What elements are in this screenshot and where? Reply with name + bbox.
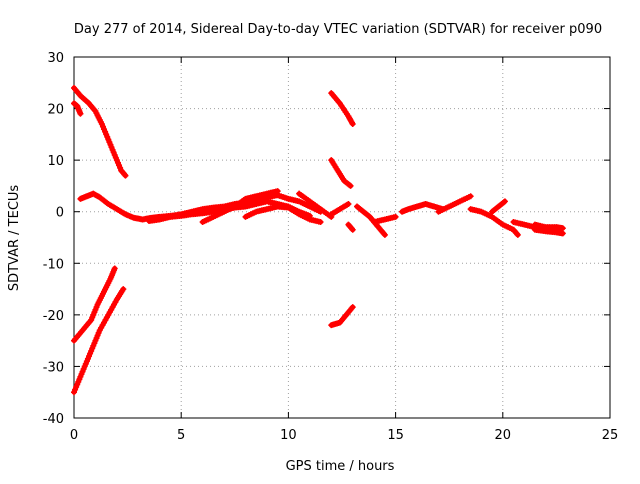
x-axis-label: GPS time / hours: [286, 459, 395, 474]
data-point: [349, 121, 356, 128]
data-point: [346, 182, 353, 189]
series-arc-12-lower: [328, 304, 356, 329]
series-central-band-d: [242, 203, 324, 226]
data-point: [501, 198, 508, 205]
tick-layer: 0 5 10 15 20 25 -40 -30 -20 -10 0 10 20 30: [43, 51, 619, 443]
y-tick-label: 0: [56, 206, 64, 221]
data-point: [381, 231, 388, 238]
x-tick-label: 15: [387, 428, 404, 443]
data-point: [347, 182, 354, 189]
x-tick-label: 10: [280, 428, 297, 443]
series-arc-12-dip: [345, 221, 356, 233]
y-axis-label: SDTVAR / TECUs: [7, 185, 22, 292]
series-band-14-dash: [371, 213, 399, 226]
data-point: [77, 110, 84, 117]
series-arc-lower-2: [71, 286, 127, 396]
series-band-18-20: [467, 206, 521, 238]
grid-layer: [74, 57, 610, 418]
data-point: [559, 230, 566, 237]
series-arc-upper-short: [71, 100, 84, 117]
data-point: [514, 231, 521, 238]
y-tick-label: -40: [43, 412, 64, 427]
y-tick-label: -20: [43, 309, 64, 324]
data-point: [349, 304, 356, 311]
data-point: [559, 225, 566, 232]
series-band-22-23b: [531, 221, 566, 232]
y-tick-label: 30: [47, 51, 64, 66]
series-band-15-17: [399, 200, 446, 215]
series-arc-12-mid: [328, 157, 354, 189]
y-tick-label: 10: [47, 154, 64, 169]
data-point: [345, 200, 352, 207]
data-point: [111, 265, 118, 272]
data-point: [274, 188, 281, 195]
series-arc-12-upper: [328, 90, 356, 128]
series-band-19-20b: [489, 198, 508, 215]
data-layer: [71, 84, 566, 396]
y-tick-label: -30: [43, 360, 64, 375]
y-tick-label: -10: [43, 257, 64, 272]
series-band-22-23: [531, 226, 566, 237]
x-tick-label: 25: [602, 428, 619, 443]
data-point: [122, 172, 129, 179]
series-arc-lower-1: [71, 265, 118, 344]
x-tick-label: 20: [495, 428, 512, 443]
series-arc-upper-1: [71, 84, 129, 179]
series-arc-12-small: [328, 200, 352, 218]
data-point: [349, 226, 356, 233]
x-tick-label: 0: [70, 428, 78, 443]
data-point: [317, 219, 324, 226]
x-tick-label: 5: [177, 428, 185, 443]
data-point: [120, 286, 127, 293]
chart-title: Day 277 of 2014, Sidereal Day-to-day VTE…: [74, 22, 602, 37]
series-band-17-19: [435, 193, 474, 215]
plot-frame: [73, 56, 611, 419]
data-point: [467, 193, 474, 200]
data-point: [500, 199, 507, 206]
data-point: [392, 213, 399, 220]
series-central-band-c: [199, 188, 281, 226]
y-tick-label: 20: [47, 103, 64, 118]
